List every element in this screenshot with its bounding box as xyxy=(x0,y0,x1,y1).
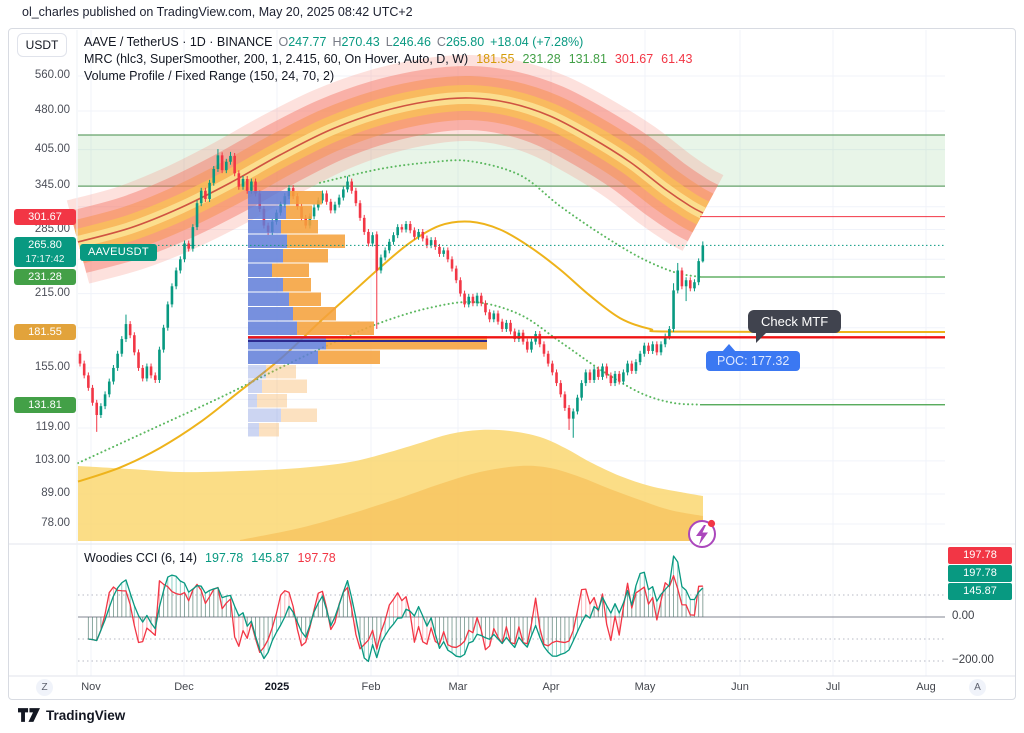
price-axis-badge: 231.28 xyxy=(14,268,76,285)
price-badge-value: 265.80 xyxy=(28,239,62,252)
mrc-value: 131.81 xyxy=(568,52,607,66)
cci-value: 197.78 xyxy=(205,551,244,565)
time-tick-label: Nov xyxy=(81,681,101,693)
cci-value: 197.78 xyxy=(297,551,336,565)
price-tick-label: 405.00 xyxy=(34,142,70,155)
cci-value: 145.87 xyxy=(251,551,290,565)
time-tick-label: Jul xyxy=(825,681,841,693)
price-tick-label: 78.00 xyxy=(41,517,70,529)
ohlc-value: 265.80 xyxy=(445,35,485,49)
scroll-left-button[interactable]: Z xyxy=(36,679,53,696)
cci-axis-label: −200.00 xyxy=(952,654,994,666)
mrc-indicator-title: MRC (hlc3, SuperSmoother, 200, 1, 2.415,… xyxy=(84,52,469,66)
tradingview-logo[interactable]: TradingView xyxy=(18,707,125,723)
price-badge-value: 231.28 xyxy=(28,270,62,283)
legend-mrc-row[interactable]: MRC (hlc3, SuperSmoother, 200, 1, 2.415,… xyxy=(84,51,692,68)
price-tick-label: 560.00 xyxy=(34,69,70,81)
pane-separators xyxy=(9,30,1015,677)
lower-band-mound xyxy=(78,429,703,541)
candlesticks xyxy=(78,149,705,438)
cci-axis-badge: 197.78 xyxy=(948,565,1012,582)
mrc-value: 231.28 xyxy=(522,52,561,66)
currency-toggle-button[interactable]: USDT xyxy=(17,33,67,57)
price-tick-label: 345.00 xyxy=(34,179,70,192)
volume-profile-title: Volume Profile / Fixed Range (150, 24, 7… xyxy=(84,69,335,83)
ohlc-label: L xyxy=(385,35,393,49)
price-tick-label: 285.00 xyxy=(34,222,70,235)
time-tick-label: Dec xyxy=(174,681,194,693)
symbol-title: AAVE / TetherUS · 1D · BINANCE xyxy=(84,35,273,49)
symbol-price-flag[interactable]: AAVEUSDT xyxy=(80,244,157,261)
ohlc-value: 247.77 xyxy=(288,35,327,49)
price-axis-badge: 265.80 17:17:42 xyxy=(14,237,76,268)
price-level-lines xyxy=(146,216,945,406)
price-tick-label: 119.00 xyxy=(35,421,70,433)
price-tick-label: 215.00 xyxy=(34,286,70,299)
ohlc-value: 246.46 xyxy=(392,35,431,49)
time-tick-label: Feb xyxy=(361,681,381,693)
tradingview-logo-icon xyxy=(18,708,40,722)
ohlc-value: 270.43 xyxy=(341,35,380,49)
ohlc-label: O xyxy=(278,35,289,49)
mrc-value: 181.55 xyxy=(476,52,515,66)
mrc-value: 61.43 xyxy=(661,52,693,66)
price-tick-label: 480.00 xyxy=(34,104,70,117)
scroll-right-button[interactable]: A xyxy=(969,679,986,696)
cci-legend-row[interactable]: Woodies CCI (6, 14) 197.78 145.87 197.78 xyxy=(84,551,336,565)
price-tick-label: 89.00 xyxy=(41,487,70,500)
cci-indicator-title: Woodies CCI (6, 14) xyxy=(84,551,198,565)
mrc-lower-band-curve xyxy=(77,300,701,465)
check-mtf-tooltip-tail xyxy=(756,332,767,343)
cci-axis-badge: 197.78 xyxy=(948,547,1012,564)
cci-axis-badge: 145.87 xyxy=(948,583,1012,600)
change-value: +18.04 (+7.28%) xyxy=(490,35,584,49)
cci-pane xyxy=(78,555,945,663)
poc-price-badge: POC: 177.32 xyxy=(706,344,801,371)
ohlc-label: H xyxy=(332,35,342,49)
price-axis-badge: 301.67 xyxy=(14,208,76,225)
price-axis-badge: 131.81 xyxy=(14,396,76,413)
chart-legend: AAVE / TetherUS · 1D · BINANCE O247.77 H27… xyxy=(84,34,692,85)
bar-countdown: 17:17:42 xyxy=(25,254,65,266)
mrc-mean-line xyxy=(77,220,946,483)
lightning-icon[interactable] xyxy=(688,519,716,548)
legend-volume-profile-row[interactable]: Volume Profile / Fixed Range (150, 24, 7… xyxy=(84,68,692,85)
time-tick-label: 2025 xyxy=(264,681,290,693)
price-axis-badge: 181.55 xyxy=(14,324,76,340)
mrc-upper-band-curve xyxy=(319,159,701,278)
volume-profile xyxy=(248,191,487,437)
legend-symbol-row[interactable]: AAVE / TetherUS · 1D · BINANCE O247.77 H27… xyxy=(84,34,692,51)
time-tick-label: Mar xyxy=(448,681,468,693)
mrc-value: 301.67 xyxy=(614,52,654,66)
time-tick-label: Apr xyxy=(542,681,560,693)
attribution-text: ol_charles published on TradingView.com,… xyxy=(22,5,413,19)
price-tick-label: 103.00 xyxy=(34,453,70,466)
time-tick-label: Jun xyxy=(731,681,749,693)
ohlc-label: C xyxy=(436,35,446,49)
price-badge-value: 131.81 xyxy=(28,398,62,411)
time-tick-label: Aug xyxy=(916,681,936,693)
check-mtf-tooltip: Check MTF xyxy=(748,310,842,333)
price-tick-label: 155.00 xyxy=(34,360,70,373)
tradingview-logo-text: TradingView xyxy=(46,707,126,723)
price-badge-value: 181.55 xyxy=(28,326,62,338)
price-badge-value: 301.67 xyxy=(28,210,62,223)
time-tick-label: May xyxy=(634,681,656,693)
cci-axis-label: 0.00 xyxy=(952,610,975,622)
